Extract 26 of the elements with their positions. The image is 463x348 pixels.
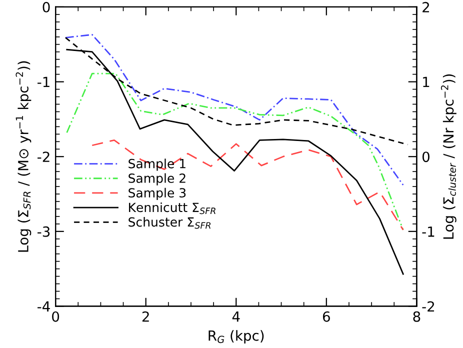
x-tick-label: 6 xyxy=(322,311,330,322)
legend-label: Sample 2 xyxy=(128,173,186,186)
x-tick-label: 0 xyxy=(52,311,60,322)
legend-label: Kennicutt Σ$_{SFR}$ xyxy=(129,202,216,214)
legend-label: Schuster Σ$_{SFR}$ xyxy=(128,217,211,229)
x-tick-label: 4 xyxy=(232,312,240,322)
y-tick-label: -2 xyxy=(38,152,50,162)
legend-label: Sample 3 xyxy=(128,188,186,200)
y2-tick-label: 0 xyxy=(422,152,430,162)
line-series xyxy=(66,72,404,231)
y-tick-label: -4 xyxy=(38,301,50,312)
y-tick-label: -1 xyxy=(38,76,50,88)
y2-tick-label: -1 xyxy=(422,226,434,237)
line-series xyxy=(64,34,404,186)
y2-tick-label: -2 xyxy=(422,301,434,312)
y2-axis-title: Log (Σ$_{cluster}$ / (Nr kpc$^{−2}$)) xyxy=(440,74,456,239)
x-tick-label: 8 xyxy=(413,311,420,322)
y-tick-label: -3 xyxy=(38,226,50,237)
y-tick-label: 0 xyxy=(42,2,50,12)
legend-label: Sample 1 xyxy=(128,158,186,171)
y2-tick-label: 2 xyxy=(422,2,430,12)
y2-tick-label: 1 xyxy=(423,76,430,88)
line-series xyxy=(91,139,404,231)
x-axis-title: R$_{G}$ (kpc) xyxy=(208,330,264,344)
y-axis-title: Log (Σ$_{SFR}$ / (M⊙ yr$^{−1}$ kpc$^{−2}$)) xyxy=(16,61,32,252)
x-tick-label: 2 xyxy=(142,311,149,322)
